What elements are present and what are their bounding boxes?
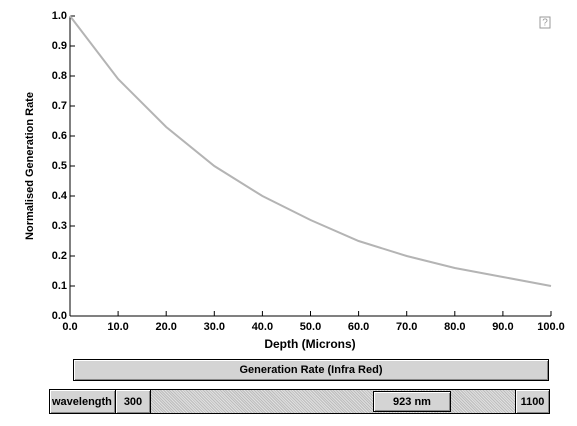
slider-thumb[interactable]: 923 nm — [373, 391, 451, 412]
slider-max[interactable]: 1100 — [515, 389, 550, 414]
x-tick-label: 40.0 — [252, 321, 273, 333]
wavelength-slider[interactable]: wavelength 300 923 nm 1100 — [49, 389, 550, 414]
y-tick-label: 0.2 — [52, 250, 67, 262]
y-tick-label: 0.8 — [52, 70, 67, 82]
x-axis-label: Depth (Microns) — [264, 337, 355, 351]
x-tick-label: 90.0 — [492, 321, 513, 333]
slider-label: wavelength — [49, 389, 116, 414]
help-icon[interactable] — [539, 16, 551, 29]
x-tick-label: 20.0 — [155, 321, 176, 333]
y-tick-label: 0.3 — [52, 220, 67, 232]
x-tick-label: 0.0 — [62, 321, 77, 333]
x-tick-label: 10.0 — [107, 321, 128, 333]
x-tick-label: 70.0 — [396, 321, 417, 333]
y-tick-label: 0.6 — [52, 130, 67, 142]
y-tick-label: 0.0 — [52, 310, 67, 322]
help-text[interactable]: ? — [542, 18, 548, 29]
y-tick-label: 0.7 — [52, 100, 67, 112]
curve — [69, 15, 552, 287]
x-tick-label: 50.0 — [300, 321, 321, 333]
x-tick-label: 100.0 — [537, 321, 565, 333]
x-tick-label: 30.0 — [204, 321, 225, 333]
y-tick-label: 0.9 — [52, 40, 67, 52]
slider-min[interactable]: 300 — [115, 389, 151, 414]
x-tick-label: 60.0 — [348, 321, 369, 333]
y-axis-label: Normalised Generation Rate — [24, 92, 36, 240]
y-tick-label: 0.4 — [52, 190, 68, 202]
x-tick-label: 80.0 — [444, 321, 465, 333]
y-tick-label: 0.5 — [52, 160, 67, 172]
mode-button[interactable]: Generation Rate (Infra Red) — [73, 359, 549, 381]
y-tick-label: 0.1 — [52, 280, 67, 292]
y-tick-label: 1.0 — [52, 10, 67, 22]
